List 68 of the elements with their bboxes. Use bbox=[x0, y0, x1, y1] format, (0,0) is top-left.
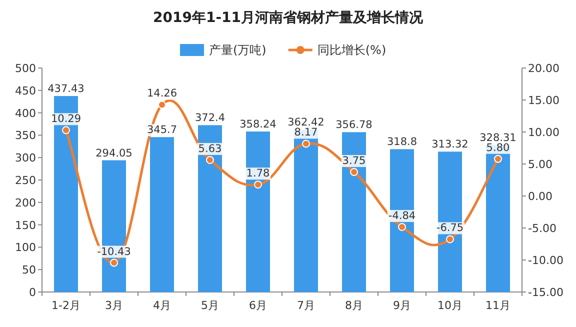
y2-tick-label: 5.00 bbox=[528, 158, 552, 171]
y2-tick-label: 20.00 bbox=[528, 62, 560, 75]
data-label: 5.63 bbox=[198, 142, 222, 155]
x-tick-label: 8月 bbox=[345, 299, 363, 312]
bar bbox=[246, 132, 270, 292]
y-tick-label: 0 bbox=[29, 286, 36, 299]
y-tick-label: 250 bbox=[15, 174, 36, 187]
point bbox=[446, 235, 454, 244]
y-tick-label: 500 bbox=[15, 62, 36, 75]
x-tick-label: 9月 bbox=[393, 299, 411, 312]
data-label: 328.31 bbox=[480, 132, 516, 144]
data-label: 356.78 bbox=[336, 119, 372, 132]
y2-tick-label: 0.00 bbox=[528, 190, 552, 203]
data-label: 294.05 bbox=[96, 147, 132, 160]
x-tick-label: 11月 bbox=[486, 299, 510, 312]
y2-tick-label: -5.00 bbox=[528, 222, 556, 235]
y-tick-label: 50 bbox=[22, 264, 36, 277]
x-tick-label: 7月 bbox=[297, 299, 315, 312]
legend-label: 同比增长(%) bbox=[317, 43, 386, 57]
y2-tick-label: 15.00 bbox=[528, 94, 560, 107]
x-tick-label: 5月 bbox=[201, 299, 219, 312]
y-tick-label: 350 bbox=[15, 129, 36, 142]
y-tick-label: 150 bbox=[15, 218, 36, 232]
data-label: 313.32 bbox=[432, 138, 468, 151]
y-tick-label: 450 bbox=[15, 84, 36, 98]
x-tick-label: 6月 bbox=[249, 299, 267, 312]
data-label: -4.84 bbox=[388, 210, 416, 222]
x-tick-label: 3月 bbox=[105, 299, 123, 312]
x-tick-label: 4月 bbox=[153, 299, 171, 312]
bar bbox=[198, 125, 222, 292]
legend-label: 产量(万吨) bbox=[209, 43, 266, 57]
point bbox=[158, 100, 166, 109]
chart-title: 2019年1-11月河南省钢材产量及增长情况 bbox=[153, 9, 424, 26]
bar bbox=[150, 137, 174, 292]
bar bbox=[390, 149, 414, 292]
data-label: 437.43 bbox=[48, 83, 84, 96]
y-tick-label: 100 bbox=[15, 241, 36, 254]
x-tick-label: 1-2月 bbox=[52, 299, 80, 312]
point bbox=[62, 126, 70, 134]
data-label: 358.24 bbox=[240, 118, 277, 131]
data-label: 14.26 bbox=[146, 88, 178, 100]
x-tick-label: 10月 bbox=[438, 299, 462, 312]
point bbox=[206, 156, 214, 164]
point bbox=[398, 222, 406, 231]
data-label: 8.17 bbox=[294, 126, 318, 139]
y2-tick-label: -10.00 bbox=[528, 254, 564, 267]
y-tick-label: 300 bbox=[15, 152, 36, 165]
data-label: 5.80 bbox=[486, 142, 510, 154]
y2-tick-label: -15.00 bbox=[528, 286, 564, 299]
data-label: -6.75 bbox=[436, 222, 464, 234]
point bbox=[494, 154, 502, 163]
bar bbox=[342, 132, 366, 292]
point bbox=[254, 180, 262, 189]
point bbox=[350, 168, 358, 176]
data-label: -10.43 bbox=[97, 246, 131, 258]
data-label: 3.75 bbox=[342, 155, 366, 167]
data-label: 362.42 bbox=[288, 116, 324, 129]
data-label: 345.7 bbox=[146, 124, 178, 136]
data-label: 318.8 bbox=[386, 136, 418, 148]
y-tick-label: 200 bbox=[15, 196, 36, 210]
point bbox=[110, 258, 118, 267]
data-label: 1.78 bbox=[246, 168, 270, 180]
y2-tick-label: 10.00 bbox=[528, 126, 560, 139]
y-tick-label: 400 bbox=[15, 106, 36, 120]
data-label: 10.29 bbox=[50, 113, 82, 126]
bar bbox=[438, 152, 462, 292]
point bbox=[302, 140, 310, 148]
data-label: 372.4 bbox=[194, 112, 226, 124]
